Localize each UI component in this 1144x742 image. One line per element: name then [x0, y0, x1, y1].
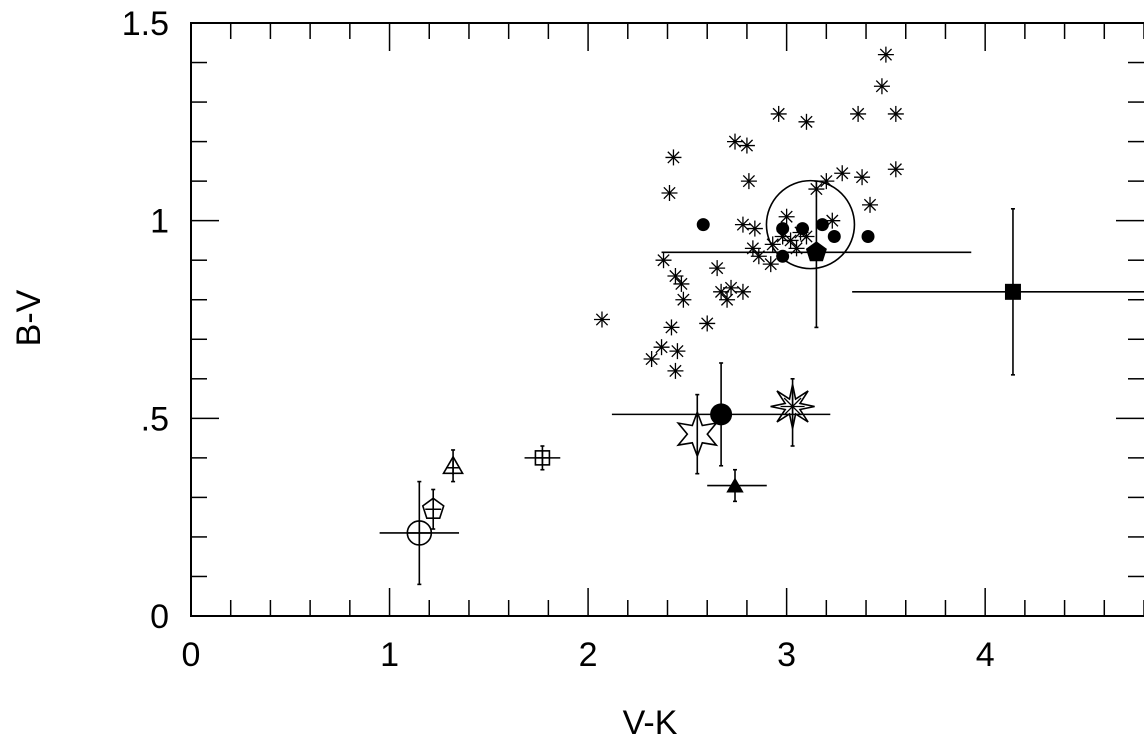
data-point: [854, 169, 871, 186]
data-marks: [379, 46, 1144, 586]
y-tick-label: 1.5: [122, 5, 169, 43]
data-point: [643, 351, 660, 368]
data-point: [796, 222, 810, 236]
x-tick-label: 0: [182, 636, 201, 674]
x-tick-label: 1: [380, 636, 399, 674]
data-point: [798, 113, 815, 130]
data-point: [805, 241, 827, 262]
data-point: [442, 455, 464, 475]
data-point: [815, 218, 829, 232]
data-point: [709, 260, 726, 277]
data-point: [861, 229, 875, 243]
data-point: [877, 46, 894, 63]
x-axis-label: V-K: [623, 704, 678, 742]
data-point: [719, 291, 736, 308]
data-point: [673, 275, 690, 292]
data-point: [887, 161, 904, 178]
data-point: [765, 179, 856, 270]
data-point: [665, 149, 682, 166]
plot-frame: [190, 22, 1144, 617]
data-point: [663, 319, 680, 336]
data-point: [726, 477, 744, 493]
data-point: [669, 343, 686, 360]
data-point: [762, 256, 779, 273]
data-point: [667, 362, 684, 379]
data-point: [710, 403, 733, 426]
data-point: [421, 497, 445, 520]
data-point: [746, 220, 763, 237]
data-point: [738, 137, 755, 154]
data-point: [862, 196, 879, 213]
data-point: [661, 184, 678, 201]
data-point: [740, 173, 757, 190]
data-point: [827, 229, 841, 243]
x-tick-label: 4: [976, 636, 995, 674]
data-point: [778, 208, 795, 225]
data-point: [750, 248, 767, 265]
data-point: [764, 236, 781, 253]
data-point: [676, 409, 719, 459]
y-tick-label: .5: [141, 400, 169, 438]
x-tick-label: 2: [579, 636, 598, 674]
data-point: [887, 105, 904, 122]
data-point: [406, 520, 433, 546]
data-point: [653, 339, 670, 356]
y-tick-label: 1: [150, 203, 169, 241]
tick-labels: 0 1 2 3 4 0 .5 1 1.5: [122, 5, 995, 674]
data-point: [1004, 283, 1021, 300]
data-point: [534, 450, 551, 466]
data-point: [727, 133, 744, 150]
data-point: [675, 291, 692, 308]
data-point: [734, 216, 751, 233]
data-point: [770, 105, 787, 122]
x-tick-label: 3: [777, 636, 796, 674]
data-point: [873, 78, 890, 95]
y-tick-label: 0: [150, 598, 169, 636]
data-point: [770, 384, 815, 429]
data-point: [834, 165, 851, 182]
data-point: [734, 283, 751, 300]
data-point: [776, 222, 790, 236]
data-point: [696, 218, 710, 232]
y-axis-label: B-V: [10, 289, 48, 346]
data-point: [699, 315, 716, 332]
data-point: [593, 311, 610, 328]
data-point: [850, 105, 867, 122]
axis-ticks: [190, 22, 1144, 617]
plot-border: [190, 22, 1144, 617]
data-point: [655, 252, 672, 269]
data-point: [788, 240, 805, 257]
